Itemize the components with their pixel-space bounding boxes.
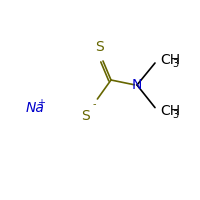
Text: S: S	[81, 109, 89, 123]
Text: +: +	[37, 98, 45, 108]
Text: 3: 3	[172, 110, 178, 120]
Text: Na: Na	[26, 101, 45, 115]
Text: CH: CH	[160, 104, 180, 118]
Text: -: -	[92, 99, 96, 109]
Text: 3: 3	[172, 59, 178, 69]
Text: S: S	[96, 40, 104, 54]
Text: N: N	[132, 78, 142, 92]
Text: CH: CH	[160, 53, 180, 67]
